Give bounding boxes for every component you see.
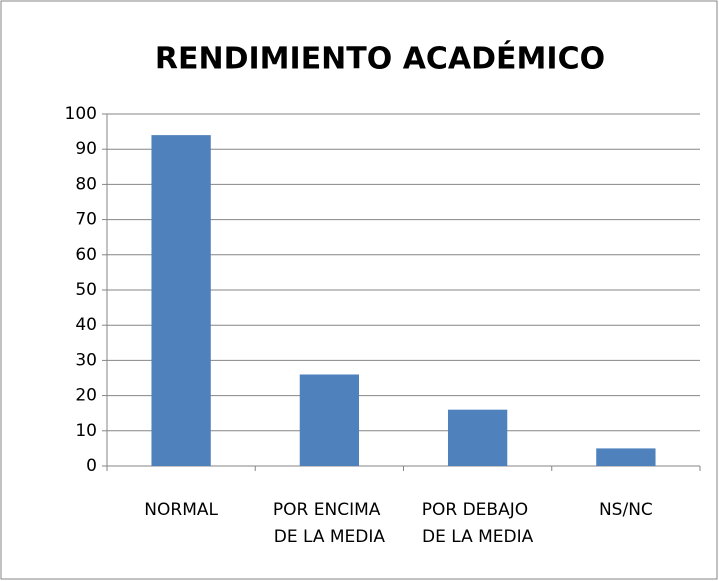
y-tick-label: 70 <box>75 210 97 230</box>
y-tick-label: 0 <box>86 456 97 476</box>
y-tick-label: 50 <box>75 280 97 300</box>
y-tick-label: 30 <box>75 350 97 370</box>
chart-title: RENDIMIENTO ACADÉMICO <box>155 41 605 77</box>
y-tick-label: 10 <box>75 421 97 441</box>
bar <box>151 135 211 466</box>
y-tick-label: 100 <box>65 104 97 124</box>
x-tick-label: POR ENCIMA DE LA MEDIA <box>273 500 386 547</box>
y-tick-label: 80 <box>75 174 97 194</box>
y-tick-label: 20 <box>75 386 97 406</box>
bar <box>447 409 508 466</box>
x-tick-label: NORMAL <box>144 500 218 520</box>
y-tick-label: 90 <box>75 139 97 159</box>
y-tick-label: 60 <box>75 245 97 265</box>
bar <box>299 374 360 466</box>
x-tick-label: NS/NC <box>599 500 653 520</box>
bar <box>596 448 656 466</box>
y-tick-label: 40 <box>75 315 97 335</box>
x-tick-label: POR DEBAJO DE LA MEDIA <box>422 500 534 547</box>
